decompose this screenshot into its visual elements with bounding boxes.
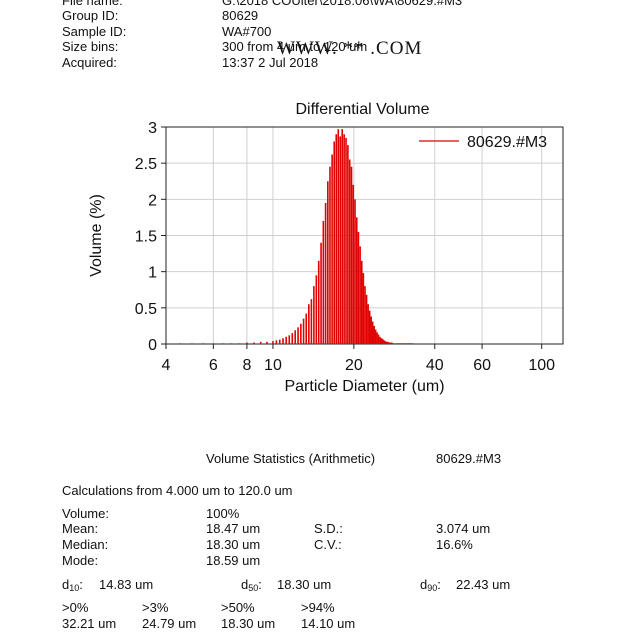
percentile-value-0: 32.21 um <box>62 616 117 631</box>
header-label-group-id: Group ID: <box>62 8 119 23</box>
percentile-label-50: >50% <box>221 600 255 615</box>
x-tick-label: 40 <box>426 357 444 374</box>
header-label-size-bins: Size bins: <box>62 39 119 54</box>
percentile-label-94: >94% <box>301 600 335 615</box>
header-value-sample-id: WA#700 <box>222 24 272 39</box>
percentile-value-94: 14.10 um <box>301 616 356 631</box>
percentile-value-3: 24.79 um <box>142 616 197 631</box>
y-tick-label: 0 <box>148 337 157 354</box>
d90-label: d90: <box>420 577 441 593</box>
stats-sample-name: 80629.#M3 <box>436 451 502 466</box>
stats-label-sd: S.D.: <box>314 521 343 536</box>
x-tick-label: 20 <box>345 357 363 374</box>
percentile-label-3: >3% <box>142 600 169 615</box>
header-value-file-name: G:\2018 COUlter\2018.06\WA\80629.#M3 <box>222 0 463 8</box>
x-tick-label: 4 <box>162 357 171 374</box>
stats-label-cv: C.V.: <box>314 537 342 552</box>
y-tick-label: 0.5 <box>135 301 157 318</box>
stats-label-mode: Mode: <box>62 553 99 568</box>
percentile-label-0: >0% <box>62 600 89 615</box>
stats-label-mean: Mean: <box>62 521 99 536</box>
legend-label: 80629.#M3 <box>467 134 547 151</box>
stats-calc-range: Calculations from 4.000 um to 120.0 um <box>62 483 293 498</box>
header-label-sample-id: Sample ID: <box>62 24 127 39</box>
header-label-acquired: Acquired: <box>62 55 117 70</box>
chart-title: Differential Volume <box>295 101 430 118</box>
x-tick-label: 10 <box>264 357 282 374</box>
header-value-group-id: 80629 <box>222 8 259 23</box>
y-tick-label: 1 <box>148 265 157 282</box>
x-tick-label: 6 <box>209 357 218 374</box>
watermark-text: WWW. ** .COM <box>277 38 423 59</box>
d10-value: 14.83 um <box>99 577 154 592</box>
header-label-file-name: File name: <box>62 0 123 8</box>
d90-value: 22.43 um <box>456 577 511 592</box>
stats-value-mean: 18.47 um <box>206 521 261 536</box>
stats-value-cv: 16.6% <box>436 537 473 552</box>
y-tick-label: 1.5 <box>135 229 157 246</box>
percentile-value-50: 18.30 um <box>221 616 276 631</box>
x-tick-label: 60 <box>473 357 491 374</box>
stats-label-volume: Volume: <box>62 506 109 521</box>
stats-value-sd: 3.074 um <box>436 521 491 536</box>
header-value-size-bins: 300 from 4 um to 120 um <box>222 39 368 54</box>
y-tick-label: 2 <box>148 192 157 209</box>
stats-title: Volume Statistics (Arithmetic) <box>206 451 376 466</box>
header-value-acquired: 13:37 2 Jul 2018 <box>222 55 319 70</box>
x-tick-label: 8 <box>242 357 251 374</box>
y-axis-label: Volume (%) <box>88 194 105 277</box>
d50-label: d50: <box>241 577 262 593</box>
d50-value: 18.30 um <box>277 577 332 592</box>
stats-value-mode: 18.59 um <box>206 553 261 568</box>
y-tick-label: 3 <box>148 120 157 137</box>
x-axis-label: Particle Diameter (um) <box>284 378 444 395</box>
stats-label-median: Median: <box>62 537 109 552</box>
y-tick-label: 2.5 <box>135 156 157 173</box>
differential-volume-chart: 0 0.5 1 1.5 2 2.5 3 4 6 8 10 20 40 60 100 Particle Diam… <box>88 120 564 395</box>
stats-value-volume: 100% <box>206 506 240 521</box>
x-tick-label: 100 <box>528 357 555 374</box>
d10-label: d10: <box>62 577 83 593</box>
stats-value-median: 18.30 um <box>206 537 261 552</box>
